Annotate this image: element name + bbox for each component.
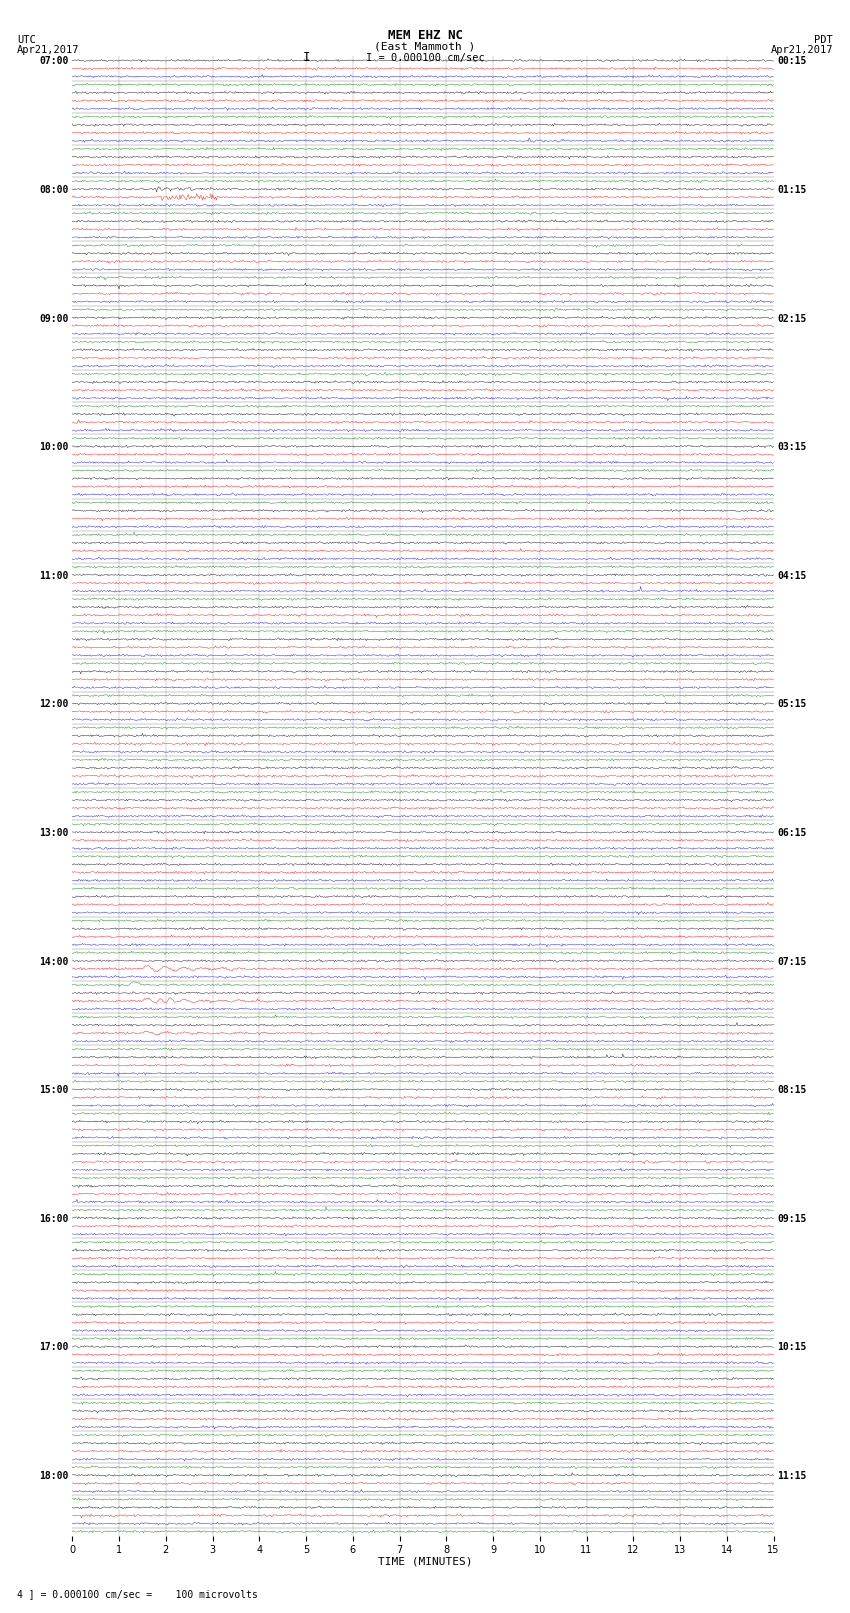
Text: 06:15: 06:15	[777, 827, 807, 839]
Text: 00:15: 00:15	[777, 56, 807, 66]
Text: 09:15: 09:15	[777, 1215, 807, 1224]
Text: 13:00: 13:00	[39, 827, 69, 839]
Text: 07:15: 07:15	[777, 957, 807, 966]
Text: TIME (MINUTES): TIME (MINUTES)	[377, 1557, 473, 1566]
Text: 11:00: 11:00	[39, 571, 69, 581]
Text: MEM EHZ NC: MEM EHZ NC	[388, 29, 462, 42]
Text: 01:15: 01:15	[777, 185, 807, 195]
Text: 10:15: 10:15	[777, 1342, 807, 1352]
Text: I = 0.000100 cm/sec: I = 0.000100 cm/sec	[366, 53, 484, 63]
Text: Apr21,2017: Apr21,2017	[17, 45, 80, 55]
Text: 15:00: 15:00	[39, 1086, 69, 1095]
Text: 07:00: 07:00	[39, 56, 69, 66]
Text: 04:15: 04:15	[777, 571, 807, 581]
Text: 14:00: 14:00	[39, 957, 69, 966]
Text: 08:00: 08:00	[39, 185, 69, 195]
Text: 10:00: 10:00	[39, 442, 69, 452]
Text: I: I	[303, 50, 309, 65]
Text: 03:15: 03:15	[777, 442, 807, 452]
Text: (East Mammoth ): (East Mammoth )	[374, 42, 476, 52]
Text: Apr21,2017: Apr21,2017	[770, 45, 833, 55]
Text: 12:00: 12:00	[39, 700, 69, 710]
Text: 09:00: 09:00	[39, 313, 69, 324]
Text: UTC: UTC	[17, 35, 36, 45]
Text: PDT: PDT	[814, 35, 833, 45]
Text: 11:15: 11:15	[777, 1471, 807, 1481]
Text: 18:00: 18:00	[39, 1471, 69, 1481]
Text: 16:00: 16:00	[39, 1215, 69, 1224]
Text: 17:00: 17:00	[39, 1342, 69, 1352]
Text: 08:15: 08:15	[777, 1086, 807, 1095]
Text: 4 ] = 0.000100 cm/sec =    100 microvolts: 4 ] = 0.000100 cm/sec = 100 microvolts	[17, 1589, 258, 1598]
Text: 02:15: 02:15	[777, 313, 807, 324]
Text: 05:15: 05:15	[777, 700, 807, 710]
